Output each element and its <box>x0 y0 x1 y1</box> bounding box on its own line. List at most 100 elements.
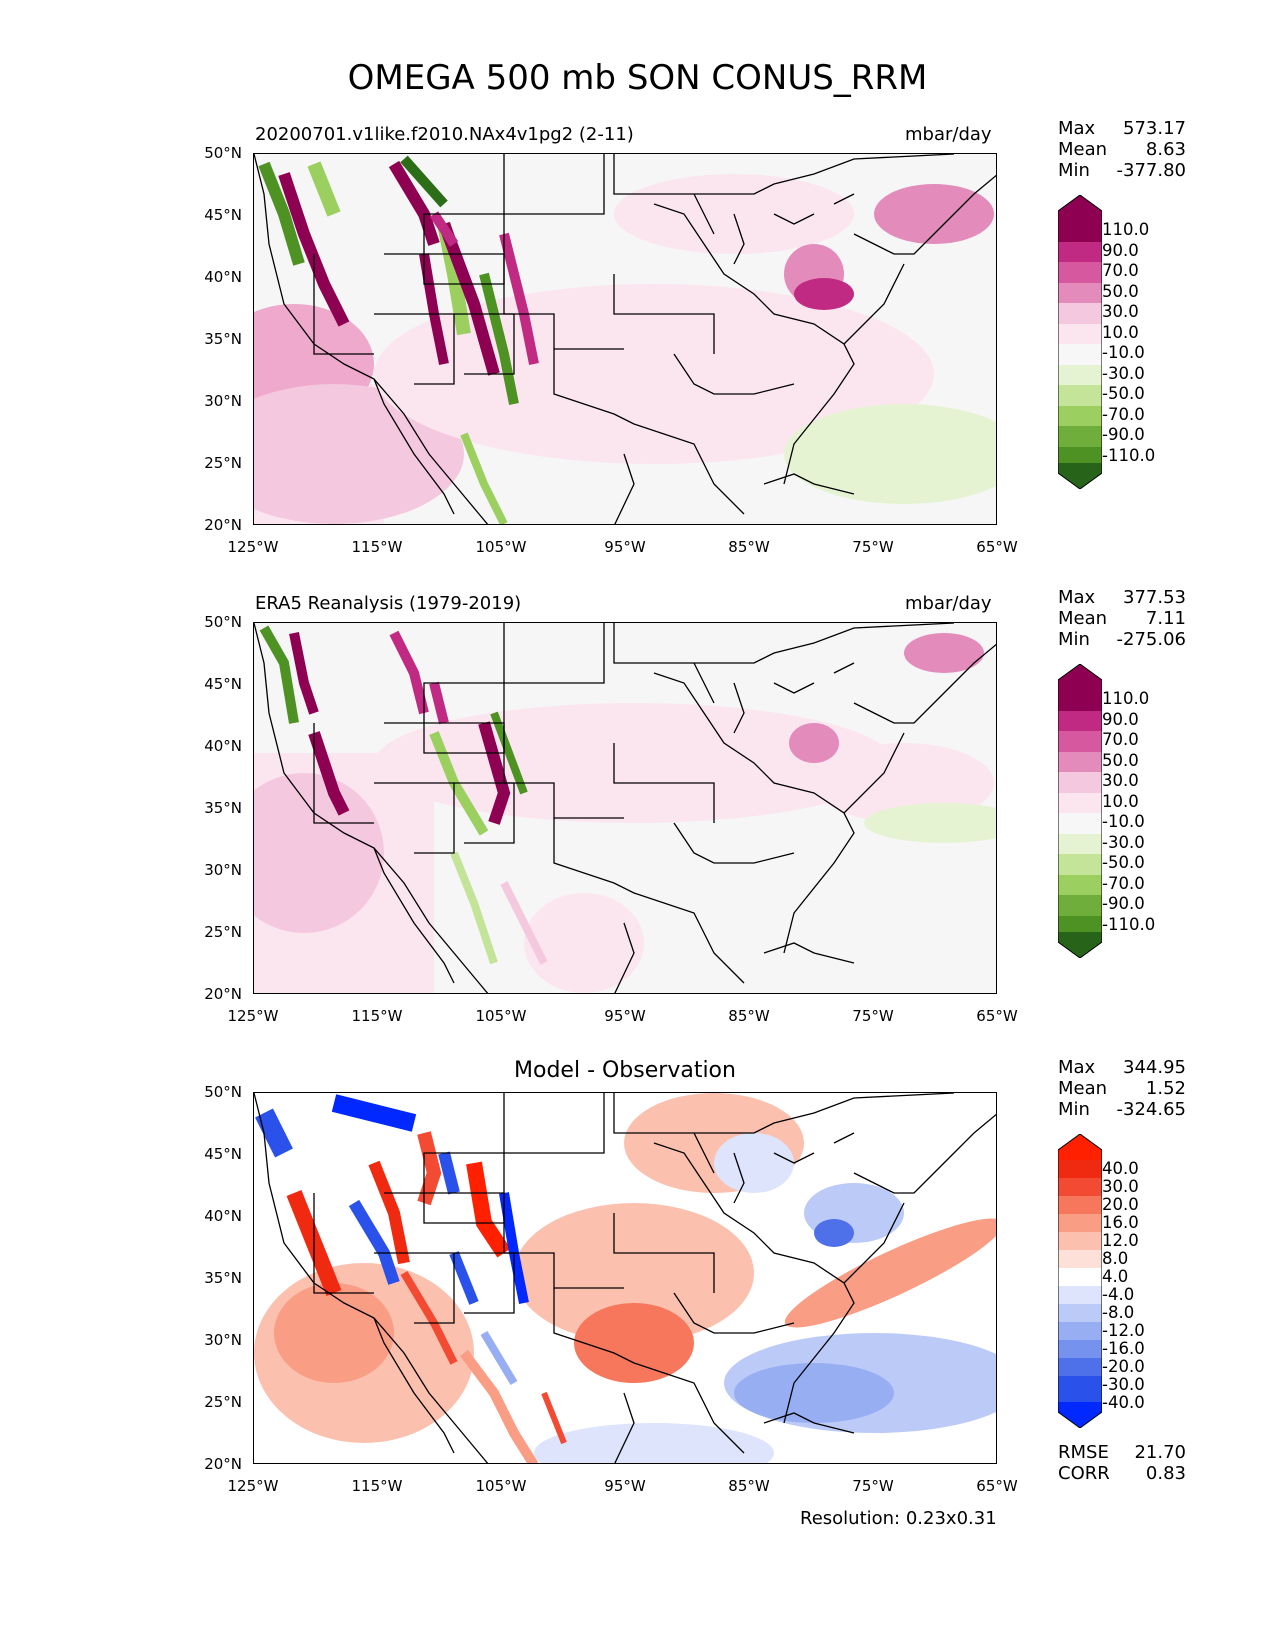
panel2-lon-tick: 95°W <box>604 1007 646 1025</box>
panel1-lat-tick: 50°N <box>204 144 242 162</box>
panel1-cb-label: 90.0 <box>1102 241 1139 260</box>
panel1-cb-label: -50.0 <box>1102 384 1145 403</box>
panel2-cb-label: -50.0 <box>1102 853 1145 872</box>
panel1-coastlines <box>254 154 996 524</box>
panel2-lon-tick: 75°W <box>852 1007 894 1025</box>
panel1-cb-label: -110.0 <box>1102 446 1156 465</box>
panel3-colorbar <box>1058 1134 1102 1428</box>
panel2-lat-tick: 35°N <box>204 799 242 817</box>
panel3-lat-tick: 40°N <box>204 1207 242 1225</box>
panel1-lon-tick: 115°W <box>351 538 403 556</box>
panel2-lon-tick: 105°W <box>475 1007 527 1025</box>
panel3-cb-label: 16.0 <box>1102 1213 1139 1232</box>
resolution-label: Resolution: 0.23x0.31 <box>800 1508 997 1529</box>
panel1-cb-label: 50.0 <box>1102 282 1139 301</box>
panel2-cb-label: -30.0 <box>1102 833 1145 852</box>
panel2-cb-label: 30.0 <box>1102 771 1139 790</box>
panel3-lon-tick: 115°W <box>351 1477 403 1495</box>
panel1-lon-tick: 125°W <box>227 538 279 556</box>
panel1-lon-tick: 85°W <box>728 538 770 556</box>
panel1-lat-tick: 45°N <box>204 206 242 224</box>
panel3-cb-label: 8.0 <box>1102 1249 1129 1268</box>
panel3-cb-label: 4.0 <box>1102 1267 1129 1286</box>
panel3-lat-tick: 35°N <box>204 1269 242 1287</box>
panel3-map <box>253 1092 997 1464</box>
panel3-rmse-corr: RMSE 21.70 CORR 0.83 <box>1058 1442 1186 1484</box>
panel3-lon-tick: 125°W <box>227 1477 279 1495</box>
panel2-cb-label: 110.0 <box>1102 689 1150 708</box>
panel2-units: mbar/day <box>905 593 992 614</box>
panel1-cb-label: -10.0 <box>1102 343 1145 362</box>
panel2-map <box>253 622 997 994</box>
panel1-cb-label: -70.0 <box>1102 405 1145 424</box>
panel3-title: Model - Observation <box>514 1058 736 1083</box>
panel3-stats: Max 344.95 Mean 1.52 Min -324.65 <box>1058 1057 1186 1120</box>
panel1-lat-tick: 20°N <box>204 516 242 534</box>
panel3-lat-tick: 25°N <box>204 1393 242 1411</box>
panel3-lon-tick: 75°W <box>852 1477 894 1495</box>
panel2-coastlines <box>254 623 996 993</box>
panel1-units: mbar/day <box>905 124 992 145</box>
panel3-cb-label: -16.0 <box>1102 1339 1145 1358</box>
panel1-lat-tick: 25°N <box>204 454 242 472</box>
panel1-cb-label: -30.0 <box>1102 364 1145 383</box>
panel3-lat-tick: 50°N <box>204 1083 242 1101</box>
panel3-cb-label: -8.0 <box>1102 1303 1135 1322</box>
panel2-colorbar <box>1058 664 1102 958</box>
panel1-cb-label: -90.0 <box>1102 425 1145 444</box>
panel1-cb-label: 10.0 <box>1102 323 1139 342</box>
panel1-colorbar <box>1058 195 1102 489</box>
figure-title: OMEGA 500 mb SON CONUS_RRM <box>347 58 928 98</box>
panel2-cb-label: 70.0 <box>1102 730 1139 749</box>
panel3-coastlines <box>254 1093 996 1463</box>
panel1-map <box>253 153 997 525</box>
panel1-cb-label: 70.0 <box>1102 261 1139 280</box>
panel2-lat-tick: 20°N <box>204 985 242 1003</box>
panel2-mountain-bands <box>259 625 548 965</box>
panel3-lon-tick: 95°W <box>604 1477 646 1495</box>
panel2-pacific-pink <box>254 773 384 933</box>
panel2-lon-tick: 125°W <box>227 1007 279 1025</box>
panel1-lat-tick: 35°N <box>204 330 242 348</box>
panel3-lat-tick: 30°N <box>204 1331 242 1349</box>
panel2-lon-tick: 65°W <box>976 1007 1018 1025</box>
panel3-lon-tick: 85°W <box>728 1477 770 1495</box>
panel3-cb-label: -30.0 <box>1102 1375 1145 1394</box>
panel3-cb-label: 30.0 <box>1102 1177 1139 1196</box>
panel1-lat-tick: 40°N <box>204 268 242 286</box>
panel2-lon-tick: 85°W <box>728 1007 770 1025</box>
panel2-cb-label: 10.0 <box>1102 792 1139 811</box>
panel3-lat-tick: 20°N <box>204 1455 242 1473</box>
panel1-lon-tick: 95°W <box>604 538 646 556</box>
panel3-cb-label: -40.0 <box>1102 1393 1145 1412</box>
panel1-lon-tick: 105°W <box>475 538 527 556</box>
panel2-lat-tick: 25°N <box>204 923 242 941</box>
panel2-lat-tick: 45°N <box>204 675 242 693</box>
panel3-lon-tick: 105°W <box>475 1477 527 1495</box>
panel3-cb-label: -4.0 <box>1102 1285 1135 1304</box>
panel3-lat-tick: 45°N <box>204 1145 242 1163</box>
panel2-lat-tick: 50°N <box>204 613 242 631</box>
panel1-stats: Max 573.17 Mean 8.63 Min -377.80 <box>1058 118 1186 181</box>
panel2-cb-label: -10.0 <box>1102 812 1145 831</box>
panel3-cb-label: -20.0 <box>1102 1357 1145 1376</box>
panel2-cb-label: 50.0 <box>1102 751 1139 770</box>
panel2-lat-tick: 40°N <box>204 737 242 755</box>
panel2-map-svg <box>254 623 996 993</box>
panel1-left-label: 20200701.v1like.f2010.NAx4v1pg2 (2-11) <box>255 124 634 145</box>
panel3-cb-label: 40.0 <box>1102 1159 1139 1178</box>
panel2-left-label: ERA5 Reanalysis (1979-2019) <box>255 593 522 614</box>
panel3-cb-label: 12.0 <box>1102 1231 1139 1250</box>
panel2-cb-label: -90.0 <box>1102 894 1145 913</box>
panel2-lon-tick: 115°W <box>351 1007 403 1025</box>
panel1-map-svg <box>254 154 996 524</box>
panel2-cb-label: -110.0 <box>1102 915 1156 934</box>
panel1-cb-label: 30.0 <box>1102 302 1139 321</box>
panel2-cb-label: -70.0 <box>1102 874 1145 893</box>
panel3-cb-label: -12.0 <box>1102 1321 1145 1340</box>
panel1-lat-tick: 30°N <box>204 392 242 410</box>
panel3-lon-tick: 65°W <box>976 1477 1018 1495</box>
panel3-cb-label: 20.0 <box>1102 1195 1139 1214</box>
panel2-lat-tick: 30°N <box>204 861 242 879</box>
panel2-stats: Max 377.53 Mean 7.11 Min -275.06 <box>1058 587 1186 650</box>
